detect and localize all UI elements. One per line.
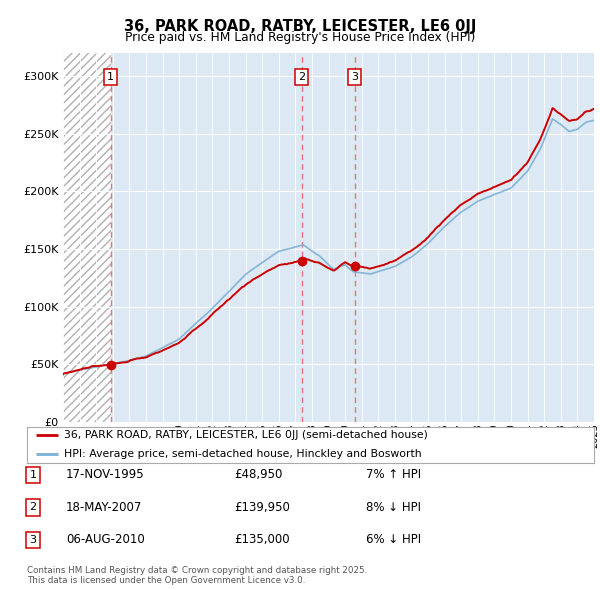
Text: £139,950: £139,950 — [234, 501, 290, 514]
Text: 36, PARK ROAD, RATBY, LEICESTER, LE6 0JJ: 36, PARK ROAD, RATBY, LEICESTER, LE6 0JJ — [124, 19, 476, 34]
Text: 1: 1 — [107, 72, 114, 82]
Text: 2: 2 — [29, 503, 37, 512]
Text: £48,950: £48,950 — [234, 468, 283, 481]
Text: 6% ↓ HPI: 6% ↓ HPI — [366, 533, 421, 546]
Text: 3: 3 — [351, 72, 358, 82]
Text: 7% ↑ HPI: 7% ↑ HPI — [366, 468, 421, 481]
Text: Contains HM Land Registry data © Crown copyright and database right 2025.
This d: Contains HM Land Registry data © Crown c… — [27, 566, 367, 585]
Text: 3: 3 — [29, 535, 37, 545]
Text: 18-MAY-2007: 18-MAY-2007 — [66, 501, 142, 514]
Text: 17-NOV-1995: 17-NOV-1995 — [66, 468, 145, 481]
Text: 36, PARK ROAD, RATBY, LEICESTER, LE6 0JJ (semi-detached house): 36, PARK ROAD, RATBY, LEICESTER, LE6 0JJ… — [64, 430, 428, 440]
Text: HPI: Average price, semi-detached house, Hinckley and Bosworth: HPI: Average price, semi-detached house,… — [64, 450, 421, 460]
Text: 2: 2 — [298, 72, 305, 82]
Text: Price paid vs. HM Land Registry's House Price Index (HPI): Price paid vs. HM Land Registry's House … — [125, 31, 475, 44]
Text: £135,000: £135,000 — [234, 533, 290, 546]
Bar — [63, 53, 111, 422]
Text: 8% ↓ HPI: 8% ↓ HPI — [366, 501, 421, 514]
Text: 06-AUG-2010: 06-AUG-2010 — [66, 533, 145, 546]
Text: 1: 1 — [29, 470, 37, 480]
